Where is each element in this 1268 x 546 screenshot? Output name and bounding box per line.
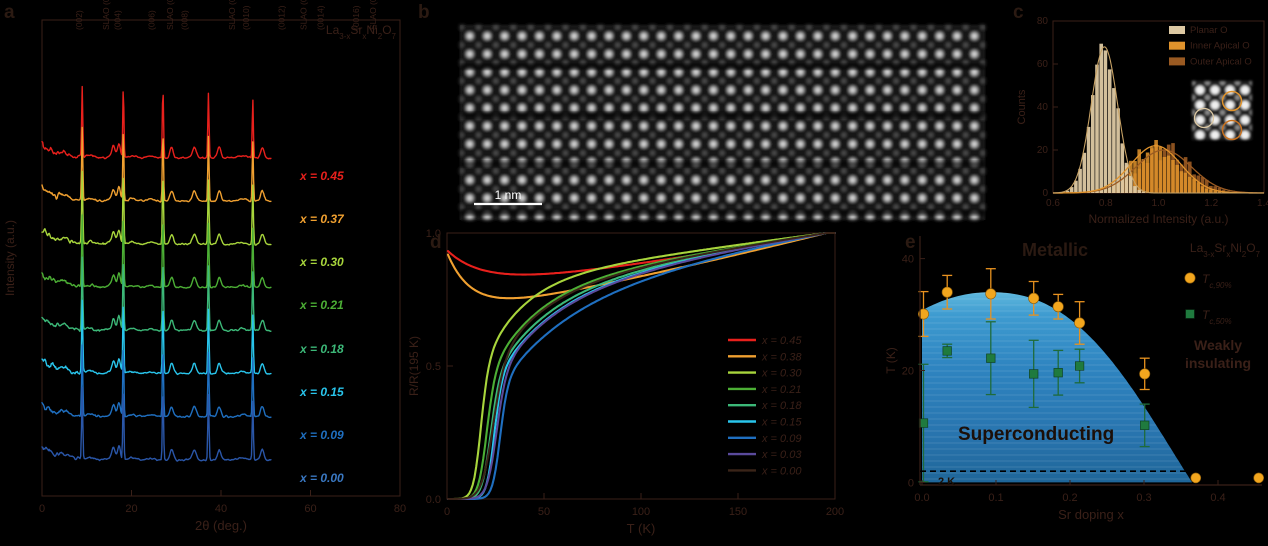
svg-text:60: 60 [304,503,316,515]
svg-text:20: 20 [125,503,137,515]
svg-text:(0010): (0010) [241,5,251,30]
svg-text:0: 0 [39,503,45,515]
svg-text:x = 0.45: x = 0.45 [761,335,802,347]
svg-text:x = 0.15: x = 0.15 [761,417,802,429]
svg-text:0.0: 0.0 [914,492,929,504]
svg-text:d: d [430,232,442,253]
svg-text:SLAO (002): SLAO (002) [101,0,111,30]
svg-text:x = 0.00: x = 0.00 [761,465,802,477]
svg-text:x = 0.18: x = 0.18 [761,400,802,412]
svg-text:Normalized Intensity (a.u.): Normalized Intensity (a.u.) [1088,212,1228,226]
svg-text:R/R(195 K): R/R(195 K) [407,336,421,396]
svg-text:1.4: 1.4 [1257,198,1268,209]
svg-text:x = 0.21: x = 0.21 [761,384,801,396]
svg-text:SLAO (006): SLAO (006) [227,0,237,30]
svg-text:60: 60 [1037,59,1049,70]
svg-text:x = 0.09: x = 0.09 [299,428,344,442]
svg-text:Metallic: Metallic [1022,240,1088,260]
svg-text:x = 0.03: x = 0.03 [761,449,802,461]
svg-text:T (K): T (K) [627,521,656,536]
svg-text:150: 150 [729,506,747,518]
svg-text:Outer Apical O: Outer Apical O [1190,56,1252,67]
svg-text:100: 100 [632,506,650,518]
svg-text:b: b [418,2,430,23]
svg-text:(004): (004) [113,10,123,30]
svg-text:40: 40 [215,503,227,515]
svg-text:e: e [905,232,916,253]
svg-text:SLAO (0010): SLAO (0010) [368,0,378,30]
svg-text:(0016): (0016) [351,5,361,30]
svg-text:x = 0.30: x = 0.30 [761,368,802,380]
svg-text:20: 20 [1037,145,1049,156]
svg-text:2 K: 2 K [938,476,955,488]
svg-text:0.4: 0.4 [1210,492,1225,504]
svg-text:0: 0 [908,477,914,489]
svg-text:x = 0.30: x = 0.30 [299,255,344,269]
svg-text:x = 0.21: x = 0.21 [299,298,344,312]
svg-text:SLAO (004): SLAO (004) [165,0,175,30]
svg-text:x = 0.45: x = 0.45 [299,169,344,183]
svg-text:0.0: 0.0 [426,494,441,506]
svg-text:x = 0.37: x = 0.37 [299,212,345,226]
svg-text:Superconducting: Superconducting [958,424,1114,445]
svg-text:0.1: 0.1 [988,492,1003,504]
svg-text:x = 0.18: x = 0.18 [299,342,344,356]
svg-text:a: a [4,2,15,23]
svg-text:0.6: 0.6 [1046,198,1060,209]
svg-text:x = 0.09: x = 0.09 [761,433,801,445]
svg-text:c: c [1013,2,1024,23]
svg-text:(008): (008) [179,10,189,30]
svg-text:(006): (006) [147,10,157,30]
svg-text:20: 20 [902,366,914,378]
svg-text:2θ (deg.): 2θ (deg.) [195,518,247,533]
svg-text:Planar O: Planar O [1190,25,1228,36]
svg-text:(0012): (0012) [276,5,286,30]
svg-text:0.3: 0.3 [1136,492,1151,504]
svg-text:Sr doping x: Sr doping x [1058,507,1124,522]
svg-text:1.2: 1.2 [1204,198,1218,209]
svg-text:0.2: 0.2 [1062,492,1077,504]
svg-text:x = 0.00: x = 0.00 [299,471,344,485]
svg-text:x = 0.15: x = 0.15 [299,385,344,399]
svg-text:Counts: Counts [1016,89,1028,124]
svg-text:x = 0.38: x = 0.38 [761,351,802,363]
svg-text:40: 40 [1037,102,1049,113]
svg-text:1.0: 1.0 [1152,198,1166,209]
svg-text:50: 50 [538,506,550,518]
svg-text:Inner Apical O: Inner Apical O [1190,41,1250,52]
svg-text:Intensity (a.u.): Intensity (a.u.) [3,220,17,296]
svg-text:0: 0 [444,506,450,518]
svg-text:40: 40 [902,254,914,266]
svg-text:0.5: 0.5 [426,361,441,373]
svg-text:80: 80 [1037,16,1049,27]
svg-text:(0014): (0014) [315,5,325,30]
svg-text:T (K): T (K) [884,347,898,373]
svg-text:Weakly: Weakly [1194,337,1242,353]
svg-text:0.8: 0.8 [1099,198,1113,209]
svg-text:(002): (002) [74,10,84,30]
svg-text:1 nm: 1 nm [495,188,522,202]
svg-text:200: 200 [826,506,844,518]
svg-text:insulating: insulating [1185,355,1251,371]
svg-text:80: 80 [394,503,406,515]
svg-text:0: 0 [1042,188,1048,199]
svg-text:SLAO (008): SLAO (008) [298,0,308,30]
